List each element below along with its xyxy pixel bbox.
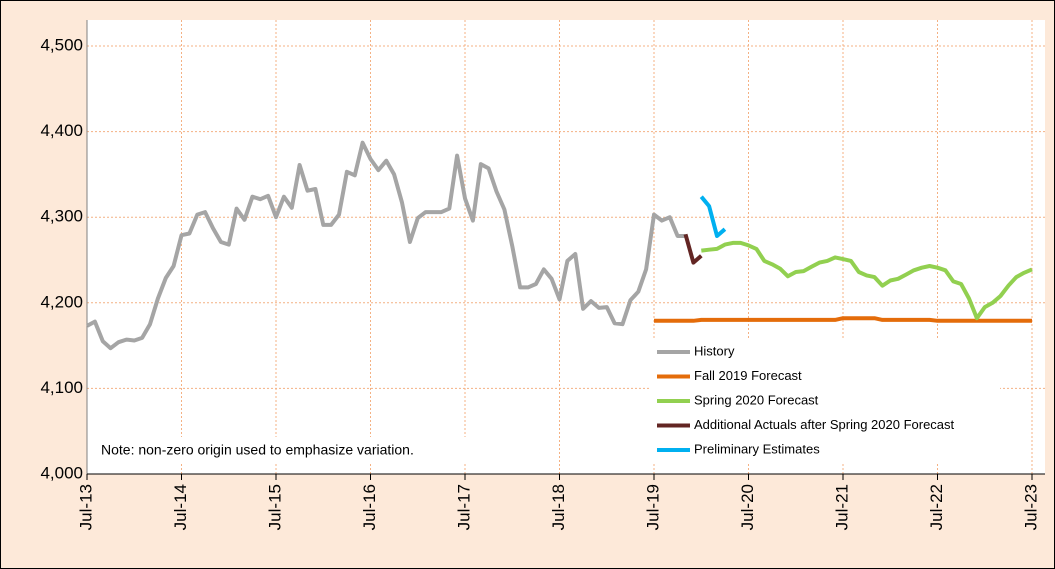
legend-label: Additional Actuals after Spring 2020 For… bbox=[694, 417, 955, 432]
series-line bbox=[701, 240, 1033, 321]
legend-label: Spring 2020 Forecast bbox=[694, 392, 819, 407]
y-tick-label: 4,200 bbox=[40, 292, 83, 311]
x-tick-label: Jul-23 bbox=[1021, 484, 1040, 530]
x-tick-label: Jul-15 bbox=[265, 484, 284, 530]
legend-label: History bbox=[694, 343, 735, 358]
y-tick-label: 4,500 bbox=[40, 35, 83, 54]
legend-label: Preliminary Estimates bbox=[694, 441, 820, 456]
x-tick-label: Jul-22 bbox=[927, 484, 946, 530]
y-tick-label: 4,300 bbox=[40, 207, 83, 226]
y-tick-label: 4,400 bbox=[40, 121, 83, 140]
x-tick-label: Jul-21 bbox=[832, 484, 851, 530]
y-tick-label: 4,100 bbox=[40, 378, 83, 397]
series-line bbox=[683, 233, 703, 265]
x-tick-label: Jul-13 bbox=[76, 484, 95, 530]
x-tick-label: Jul-19 bbox=[643, 484, 662, 530]
x-tick-label: Jul-16 bbox=[360, 484, 379, 530]
legend-box bbox=[650, 340, 1000, 462]
series-line bbox=[654, 316, 1032, 323]
series-line bbox=[699, 195, 727, 238]
x-tick-label: Jul-14 bbox=[171, 484, 190, 530]
x-tick-label: Jul-20 bbox=[738, 484, 757, 530]
note: Note: non-zero origin used to emphasize … bbox=[101, 442, 414, 458]
series-line bbox=[86, 140, 686, 351]
x-tick-label: Jul-17 bbox=[454, 484, 473, 530]
x-tick-label: Jul-18 bbox=[549, 484, 568, 530]
note-box bbox=[93, 437, 478, 464]
y-tick-label: 4,000 bbox=[40, 463, 83, 482]
legend-label: Fall 2019 Forecast bbox=[694, 368, 802, 383]
